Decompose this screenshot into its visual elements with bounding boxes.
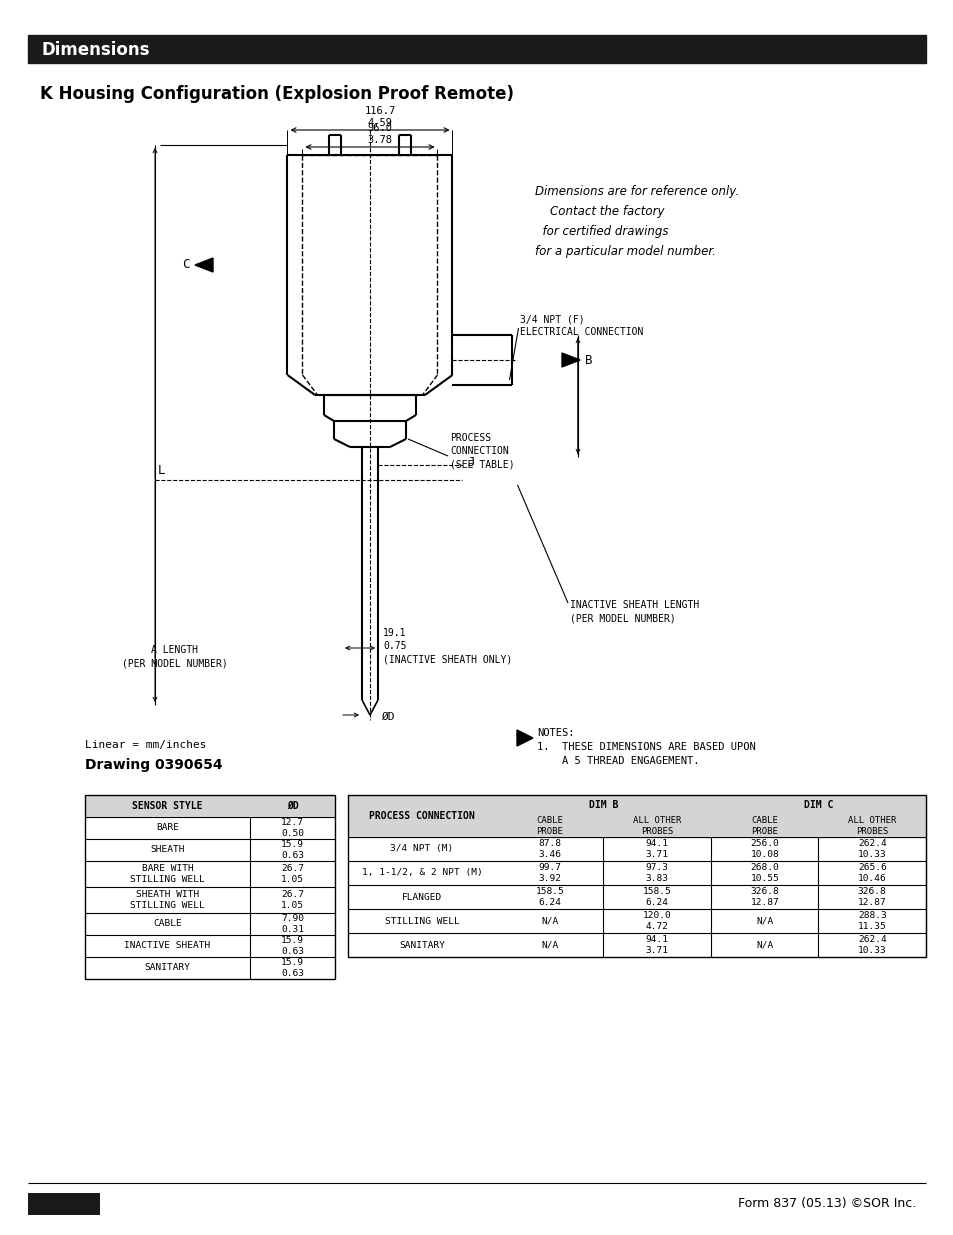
Text: PROCESS CONNECTION: PROCESS CONNECTION [369, 811, 475, 821]
Bar [348, 795, 925, 957]
Text: 326.8
12.87: 326.8 12.87 [750, 887, 779, 906]
Text: NOTES:
1.  THESE DIMENSIONS ARE BASED UPON
    A 5 THREAD ENGAGEMENT.: NOTES: 1. THESE DIMENSIONS ARE BASED UPO… [537, 727, 755, 766]
Text: J: J [467, 457, 475, 469]
Text: 97.3
3.83: 97.3 3.83 [645, 863, 668, 883]
Text: 15.9
0.63: 15.9 0.63 [281, 840, 304, 860]
Text: SENSOR STYLE: SENSOR STYLE [132, 802, 203, 811]
Text: C: C [182, 258, 190, 272]
Text: SANITARY: SANITARY [144, 963, 191, 972]
Text: N/A: N/A [756, 916, 773, 925]
Text: 26.7
1.05: 26.7 1.05 [281, 890, 304, 910]
Text: 99.7
3.92: 99.7 3.92 [537, 863, 560, 883]
Text: Dimensions are for reference only.
    Contact the factory
  for certified drawi: Dimensions are for reference only. Conta… [535, 185, 739, 258]
Text: 3/4 NPT (M): 3/4 NPT (M) [390, 845, 453, 853]
Text: 96.0
3.78: 96.0 3.78 [367, 124, 392, 144]
Text: N/A: N/A [756, 941, 773, 950]
Text: ALL OTHER
PROBES: ALL OTHER PROBES [847, 816, 896, 836]
Text: 12.7
0.50: 12.7 0.50 [281, 818, 304, 839]
Text: ØD: ØD [381, 713, 395, 722]
Text: 262.4
10.33: 262.4 10.33 [857, 935, 885, 955]
Polygon shape [561, 353, 579, 367]
Text: 326.8
12.87: 326.8 12.87 [857, 887, 885, 906]
Text: 288.3
11.35: 288.3 11.35 [857, 911, 885, 931]
Text: N/A: N/A [540, 941, 558, 950]
Bar [348, 795, 925, 837]
Text: Form 837 (05.13) ©SOR Inc.: Form 837 (05.13) ©SOR Inc. [737, 1198, 915, 1210]
Polygon shape [517, 730, 533, 746]
Text: 7.90
0.31: 7.90 0.31 [281, 914, 304, 934]
Text: 268.0
10.55: 268.0 10.55 [750, 863, 779, 883]
Text: 120.0
4.72: 120.0 4.72 [642, 911, 671, 931]
Text: BARE WITH
STILLING WELL: BARE WITH STILLING WELL [130, 864, 205, 884]
Text: B: B [584, 353, 592, 367]
Text: BARE: BARE [156, 824, 179, 832]
Text: ALL OTHER
PROBES: ALL OTHER PROBES [633, 816, 680, 836]
Text: 94.1
3.71: 94.1 3.71 [645, 935, 668, 955]
Text: 158.5
6.24: 158.5 6.24 [535, 887, 563, 906]
Text: 15.9
0.63: 15.9 0.63 [281, 958, 304, 978]
Text: 94.1
3.71: 94.1 3.71 [645, 840, 668, 858]
Text: Linear = mm/inches: Linear = mm/inches [85, 740, 206, 750]
Text: A LENGTH
(PER MODEL NUMBER): A LENGTH (PER MODEL NUMBER) [122, 645, 228, 668]
Text: 158.5
6.24: 158.5 6.24 [642, 887, 671, 906]
Text: CABLE: CABLE [153, 920, 182, 929]
Text: 256.0
10.08: 256.0 10.08 [750, 840, 779, 858]
Text: N/A: N/A [540, 916, 558, 925]
Text: DIM B: DIM B [588, 800, 618, 810]
Text: ELECTRICAL CONNECTION: ELECTRICAL CONNECTION [520, 327, 643, 337]
Text: CABLE
PROBE: CABLE PROBE [751, 816, 778, 836]
Polygon shape [194, 258, 213, 272]
Text: DIM C: DIM C [803, 800, 832, 810]
Text: 15.9
0.63: 15.9 0.63 [281, 936, 304, 956]
Text: 265.6
10.46: 265.6 10.46 [857, 863, 885, 883]
Text: 14/16: 14/16 [42, 1197, 86, 1212]
Bar [85, 795, 335, 818]
Text: INACTIVE SHEATH: INACTIVE SHEATH [124, 941, 211, 951]
Text: CABLE
PROBE: CABLE PROBE [536, 816, 562, 836]
Text: K Housing Configuration (Explosion Proof Remote): K Housing Configuration (Explosion Proof… [40, 85, 514, 103]
Text: SANITARY: SANITARY [398, 941, 444, 950]
Text: PROCESS
CONNECTION
(SEE TABLE): PROCESS CONNECTION (SEE TABLE) [450, 432, 514, 469]
Text: ØD: ØD [286, 802, 298, 811]
Text: SHEATH: SHEATH [150, 846, 185, 855]
Text: 116.7
4.59: 116.7 4.59 [364, 106, 395, 128]
Text: Dimensions: Dimensions [42, 41, 151, 59]
Text: FLANGED: FLANGED [401, 893, 441, 902]
Text: 87.8
3.46: 87.8 3.46 [537, 840, 560, 858]
Text: 19.1
0.75
(INACTIVE SHEATH ONLY): 19.1 0.75 (INACTIVE SHEATH ONLY) [382, 627, 512, 664]
Text: L: L [158, 464, 165, 477]
Text: Drawing 0390654: Drawing 0390654 [85, 758, 222, 772]
Text: SHEATH WITH
STILLING WELL: SHEATH WITH STILLING WELL [130, 890, 205, 910]
Bar [85, 795, 335, 979]
Text: INACTIVE SHEATH LENGTH
(PER MODEL NUMBER): INACTIVE SHEATH LENGTH (PER MODEL NUMBER… [569, 600, 699, 624]
Bar [28, 35, 925, 63]
Text: 3/4 NPT (F): 3/4 NPT (F) [520, 315, 584, 325]
Text: 262.4
10.33: 262.4 10.33 [857, 840, 885, 858]
Text: STILLING WELL: STILLING WELL [384, 916, 459, 925]
Bar [28, 1193, 100, 1215]
Text: 26.7
1.05: 26.7 1.05 [281, 864, 304, 884]
Text: 1, 1-1/2, & 2 NPT (M): 1, 1-1/2, & 2 NPT (M) [361, 868, 482, 878]
